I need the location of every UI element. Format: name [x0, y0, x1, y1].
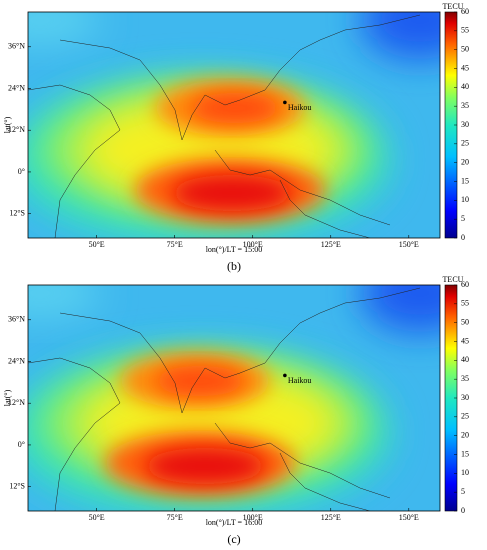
low-region [360, 12, 440, 60]
y-axis-label: lat(°) [3, 116, 12, 133]
x-tick-label: 150°E [399, 240, 419, 249]
colorbar-tick-label: 20 [461, 157, 469, 166]
y-tick-label: 12°N [8, 125, 25, 134]
y-tick-label: 12°S [9, 481, 25, 490]
coastline [214, 149, 391, 226]
panel-label: (b) [227, 259, 241, 273]
panel: Haikou 50°E 75°E 100°E 125°E 150°E 36°N 24°N 12°… [3, 275, 469, 546]
colorbar-tick-label: 40 [461, 82, 469, 91]
map-field [28, 285, 440, 511]
x-tick-label: 75°E [167, 513, 183, 522]
colorbar-tick-label: 5 [461, 214, 465, 223]
y-tick-label: 24°N [8, 356, 25, 365]
y-tick-label: 12°S [9, 208, 25, 217]
y-tick-label: 12°N [8, 398, 25, 407]
colorbar-tick-label: 30 [461, 393, 469, 402]
x-tick-label: 150°E [399, 513, 419, 522]
colorbar-tick-label: 50 [461, 317, 469, 326]
city-label: Haikou [288, 376, 312, 385]
coastline [279, 179, 371, 238]
colorbar-tick-label: 10 [461, 195, 469, 204]
city-marker [283, 373, 287, 378]
low-region [28, 12, 100, 45]
colorbar-tick-label: 15 [461, 176, 469, 185]
colorbar-title: TECU [443, 275, 464, 284]
colorbar-tick-label: 30 [461, 120, 469, 129]
colorbar-tick-label: 10 [461, 468, 469, 477]
peak-region [145, 448, 265, 484]
colorbar-tick-label: 5 [461, 487, 465, 496]
panel: Haikou 50°E 75°E 100°E 125°E 150°E 36°N 24°N 12°… [3, 2, 469, 273]
x-tick-label: 50°E [89, 240, 105, 249]
x-tick-label: 125°E [321, 240, 341, 249]
peak-region [172, 175, 292, 211]
low-region [360, 285, 440, 333]
panel-label: (c) [227, 532, 240, 546]
city-label: Haikou [288, 103, 312, 112]
colorbar-title: TECU [443, 2, 464, 11]
colorbar-tick-label: 55 [461, 26, 469, 35]
colorbar-tick-label: 40 [461, 355, 469, 364]
y-tick-label: 0° [18, 167, 25, 176]
coastline [279, 452, 371, 511]
y-tick-label: 36°N [8, 42, 25, 51]
coastline [28, 84, 121, 238]
map-frame [27, 284, 441, 512]
coastline [59, 14, 421, 141]
colorbar-tick-label: 50 [461, 44, 469, 53]
y-axis-label: lat(°) [3, 389, 12, 406]
coastline [214, 422, 391, 499]
colorbar-tick-label: 25 [461, 139, 469, 148]
map-field [28, 12, 440, 238]
x-tick-label: 50°E [89, 513, 105, 522]
high-region [155, 366, 245, 396]
city-marker [283, 100, 287, 105]
coastline [59, 287, 421, 414]
x-tick-label: 125°E [321, 513, 341, 522]
colorbar-tick-label: 60 [461, 7, 469, 16]
high-region [190, 93, 280, 123]
y-tick-label: 24°N [8, 83, 25, 92]
coastline [28, 357, 121, 511]
colorbar-tick-label: 15 [461, 449, 469, 458]
low-region [28, 285, 100, 318]
colorbar-tick-label: 55 [461, 299, 469, 308]
colorbar-tick-label: 60 [461, 280, 469, 289]
colorbar-tick-label: 0 [461, 233, 465, 242]
x-tick-label: 100°E [243, 513, 263, 522]
colorbar-tick-label: 45 [461, 63, 469, 72]
colorbar-tick-label: 20 [461, 430, 469, 439]
x-tick-label: 75°E [167, 240, 183, 249]
map-frame [27, 11, 441, 239]
colorbar-tick-label: 35 [461, 374, 469, 383]
x-tick-label: 100°E [243, 240, 263, 249]
x-axis-label: lon(°)/LT = 16:00 [206, 518, 263, 527]
y-tick-label: 36°N [8, 315, 25, 324]
colorbar-tick-label: 45 [461, 336, 469, 345]
colorbar-tick-label: 0 [461, 506, 465, 515]
colorbar-tick-label: 25 [461, 412, 469, 421]
y-tick-label: 0° [18, 440, 25, 449]
x-axis-label: lon(°)/LT = 15:00 [206, 245, 263, 254]
colorbar-tick-label: 35 [461, 101, 469, 110]
